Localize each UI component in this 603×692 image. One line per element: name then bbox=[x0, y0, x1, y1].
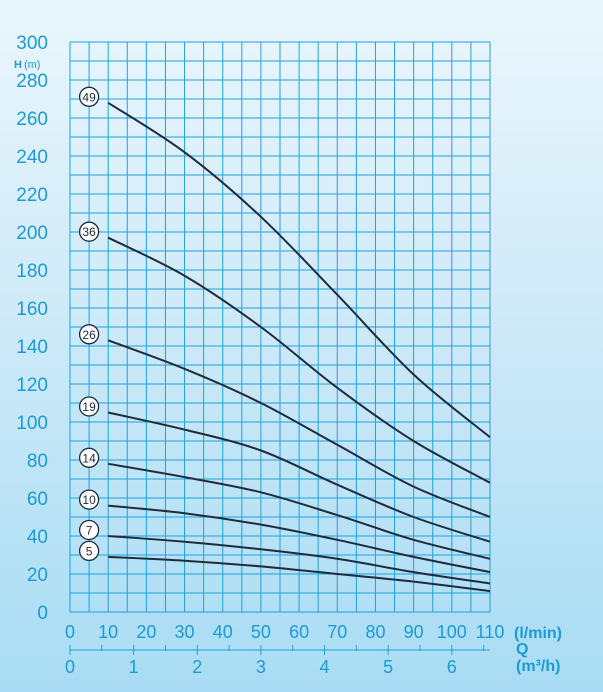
x-tick-label-lmin: 110 bbox=[476, 622, 505, 642]
x-tick-label-lmin: 70 bbox=[327, 622, 347, 642]
badge-49: 49 bbox=[78, 86, 100, 107]
x-tick-label-lmin: 80 bbox=[365, 622, 385, 642]
badge-circle bbox=[78, 489, 100, 510]
badge-14: 14 bbox=[78, 447, 100, 468]
badge-circle bbox=[78, 324, 100, 345]
badge-circle bbox=[78, 221, 100, 242]
y-tick-label: 220 bbox=[16, 185, 48, 206]
x-axis-unit-lmin: (l/min) bbox=[514, 625, 562, 642]
y-tick-label: 260 bbox=[16, 109, 48, 130]
x-tick-label-lmin: 30 bbox=[175, 622, 195, 642]
badge-10: 10 bbox=[78, 489, 100, 510]
badge-label: 36 bbox=[82, 225, 96, 239]
curve-series-5 bbox=[108, 555, 491, 593]
x-tick-label-lmin: 10 bbox=[98, 622, 118, 642]
badge-label: 10 bbox=[82, 493, 96, 507]
x-tick-label-m3h: 5 bbox=[383, 657, 393, 677]
x-axis-label-q: Q bbox=[516, 641, 528, 658]
y-tick-label: 60 bbox=[27, 489, 48, 510]
curve-series-49 bbox=[107, 101, 491, 438]
y-tick-label: 20 bbox=[27, 565, 48, 586]
y-tick-label: 0 bbox=[37, 603, 48, 624]
y-tick-label: 120 bbox=[16, 375, 48, 396]
y-tick-label: 280 bbox=[16, 71, 48, 92]
y-tick-label: 300 bbox=[16, 33, 48, 54]
x-tick-label-lmin: 100 bbox=[437, 622, 467, 642]
y-tick-label: 140 bbox=[16, 337, 48, 358]
badge-36: 36 bbox=[78, 221, 100, 242]
badge-label: 49 bbox=[82, 90, 96, 104]
badge-circle bbox=[78, 396, 100, 417]
y-tick-label: 40 bbox=[27, 527, 48, 548]
x-tick-label-m3h: 1 bbox=[129, 657, 139, 677]
x-axis-unit-m3h: (m³/h) bbox=[516, 658, 560, 675]
x-tick-label-lmin: 0 bbox=[65, 622, 75, 642]
y-axis-label-bold: H bbox=[14, 59, 22, 71]
badge-circle bbox=[78, 519, 100, 541]
x-tick-label-lmin: 60 bbox=[289, 622, 309, 642]
curve-series-14 bbox=[108, 462, 491, 560]
badge-7: 7 bbox=[78, 519, 100, 541]
y-axis-label-unit: (m) bbox=[24, 59, 41, 71]
x-tick-labels-m3h: 0 1 2 3 4 5 6 bbox=[65, 645, 490, 677]
badge-label: 26 bbox=[82, 328, 96, 342]
y-tick-label: 240 bbox=[16, 147, 48, 168]
badge-circle bbox=[78, 447, 100, 468]
y-tick-label: 160 bbox=[16, 299, 48, 320]
curve-series-36 bbox=[107, 236, 491, 484]
y-tick-label: 80 bbox=[27, 451, 48, 472]
badge-5: 5 bbox=[78, 540, 100, 562]
x-tick-label-m3h: 3 bbox=[256, 657, 266, 677]
plot-grid bbox=[69, 41, 491, 613]
x-tick-label-m3h: 6 bbox=[447, 657, 457, 677]
x-tick-label-lmin: 40 bbox=[213, 622, 233, 642]
badge-circle bbox=[78, 540, 100, 562]
y-axis-label: H (m) bbox=[14, 59, 40, 71]
x-tick-label-lmin: 50 bbox=[251, 622, 271, 642]
badge-26: 26 bbox=[78, 324, 100, 345]
x-tick-label-m3h: 0 bbox=[65, 657, 75, 677]
x-tick-labels-lmin: 0 10 20 30 40 50 60 70 80 90 100 110 bbox=[65, 622, 504, 642]
curve-badges: 49 36 26 19 14 10 7 5 bbox=[78, 86, 100, 562]
y-tick-label: 200 bbox=[16, 223, 48, 244]
x-tick-label-lmin: 90 bbox=[404, 622, 424, 642]
y-tick-labels: 0 20 40 60 80 100 120 140 160 180 200 220 240 260 280 3… bbox=[16, 33, 48, 624]
performance-curves bbox=[107, 101, 491, 593]
curve-series-10 bbox=[108, 504, 491, 574]
x-tick-label-m3h: 4 bbox=[320, 657, 330, 677]
badge-circle bbox=[78, 86, 100, 107]
badge-19: 19 bbox=[78, 396, 100, 417]
x-tick-label-m3h: 2 bbox=[192, 657, 202, 677]
badge-label: 7 bbox=[86, 524, 93, 538]
x-tick-label-lmin: 20 bbox=[136, 622, 156, 642]
badge-label: 19 bbox=[82, 400, 96, 414]
badge-label: 5 bbox=[86, 544, 93, 558]
curve-series-26 bbox=[107, 339, 491, 518]
curve-series-19 bbox=[107, 411, 491, 543]
curve-series-7 bbox=[108, 535, 491, 585]
y-tick-label: 100 bbox=[16, 413, 48, 434]
y-tick-label: 180 bbox=[16, 261, 48, 282]
badge-label: 14 bbox=[82, 451, 96, 465]
